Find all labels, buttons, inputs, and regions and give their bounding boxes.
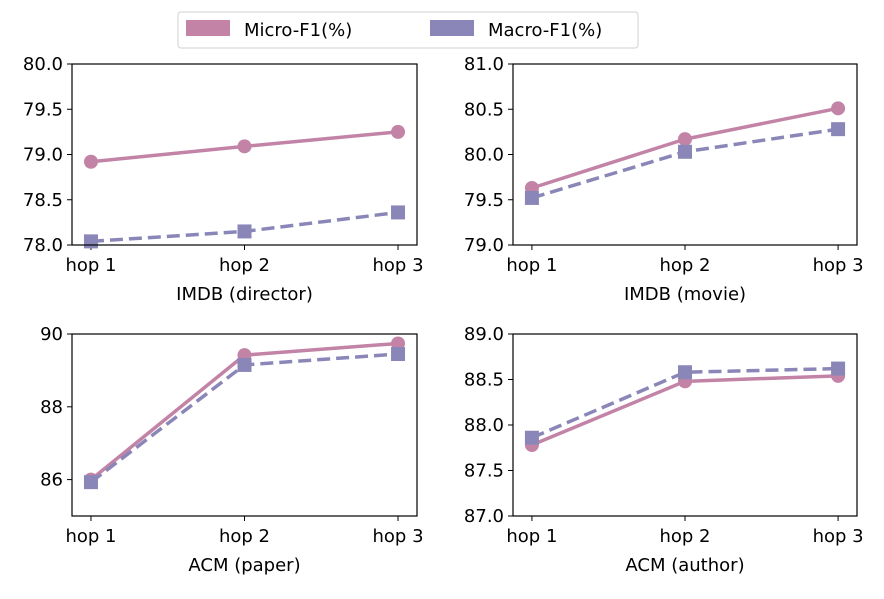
data-point-macro [391,205,406,220]
data-point-macro [237,224,252,239]
y-tick-label: 88.5 [464,370,504,391]
data-point-micro [831,101,846,116]
data-point-macro [831,122,846,137]
subplot-3: 86 88 90 hop 1 hop 2 hop 3 ACM (paper) [40,324,423,576]
x-axis-label: ACM (paper) [188,555,300,576]
y-tick-label: 90 [40,324,63,345]
x-tick-label: hop 2 [659,526,710,547]
y-tick-label: 79.5 [464,190,504,211]
x-tick-label: hop 2 [659,255,710,276]
data-point-micro [391,124,406,139]
subplot-4: 87.0 87.5 88.0 88.5 89.0 hop 1 hop 2 hop 3 ACM (… [464,324,864,576]
data-point-micro [391,336,406,351]
x-axis-label: ACM (author) [625,555,744,576]
x-tick-label: hop 2 [219,526,270,547]
data-point-macro [237,357,252,372]
axes-frame [71,333,418,517]
y-tick-label: 80.0 [23,54,63,75]
y-tick-label: 79.5 [23,99,63,120]
x-tick-label: hop 3 [373,526,424,547]
y-tick-label: 87.5 [464,461,504,482]
data-point-macro [83,234,98,249]
y-tick-label: 79.0 [464,235,504,256]
legend-frame [177,11,639,49]
subplot-1: 78.0 78.5 79.0 79.5 80.0 hop 1 hop 2 hop 3 IMDB … [23,54,424,305]
axes-frame [512,63,858,246]
x-tick-label: hop 1 [65,255,116,276]
y-tick-label: 80.5 [464,99,504,120]
data-point-micro [83,154,98,169]
x-tick-label: hop 3 [813,255,864,276]
data-point-macro [391,347,406,362]
x-axis-label: IMDB (movie) [624,284,746,305]
x-tick-label: hop 3 [373,255,424,276]
legend-swatch-macro [430,20,474,36]
y-tick-label: 88.0 [464,415,504,436]
data-point-macro [831,361,846,376]
x-tick-label: hop 1 [506,526,557,547]
x-tick-label: hop 1 [506,255,557,276]
data-point-macro [678,144,692,159]
y-tick-label: 78.0 [23,235,63,256]
y-tick-label: 88 [40,397,63,418]
series-line-macro [89,352,399,484]
y-tick-label: 80.0 [464,145,504,166]
data-point-micro [678,132,692,147]
x-axis-label: IMDB (director) [176,284,313,305]
legend-swatch-micro [186,20,230,36]
y-tick-label: 89.0 [464,324,504,345]
y-tick-label: 87.0 [464,506,504,527]
legend-label-micro: Micro-F1(%) [244,20,352,41]
series-line-macro [531,366,839,440]
y-tick-label: 81.0 [464,54,504,75]
y-tick-label: 78.5 [23,190,63,211]
legend-label-macro: Macro-F1(%) [488,20,602,41]
data-point-macro [678,365,692,380]
legend: Micro-F1(%) Macro-F1(%) [177,11,639,49]
data-point-macro [83,475,98,490]
x-tick-label: hop 2 [219,255,270,276]
data-point-micro [237,139,252,154]
data-point-macro [524,430,539,445]
y-tick-label: 79.0 [23,145,63,166]
x-tick-label: hop 3 [813,526,864,547]
data-point-macro [524,190,539,205]
subplot-2: 79.0 79.5 80.0 80.5 81.0 hop 1 hop 2 hop 3 IMDB … [464,54,864,305]
y-tick-label: 86 [40,470,63,491]
axes-frame [512,333,858,517]
x-tick-label: hop 1 [65,526,116,547]
axes-frame [71,63,418,246]
